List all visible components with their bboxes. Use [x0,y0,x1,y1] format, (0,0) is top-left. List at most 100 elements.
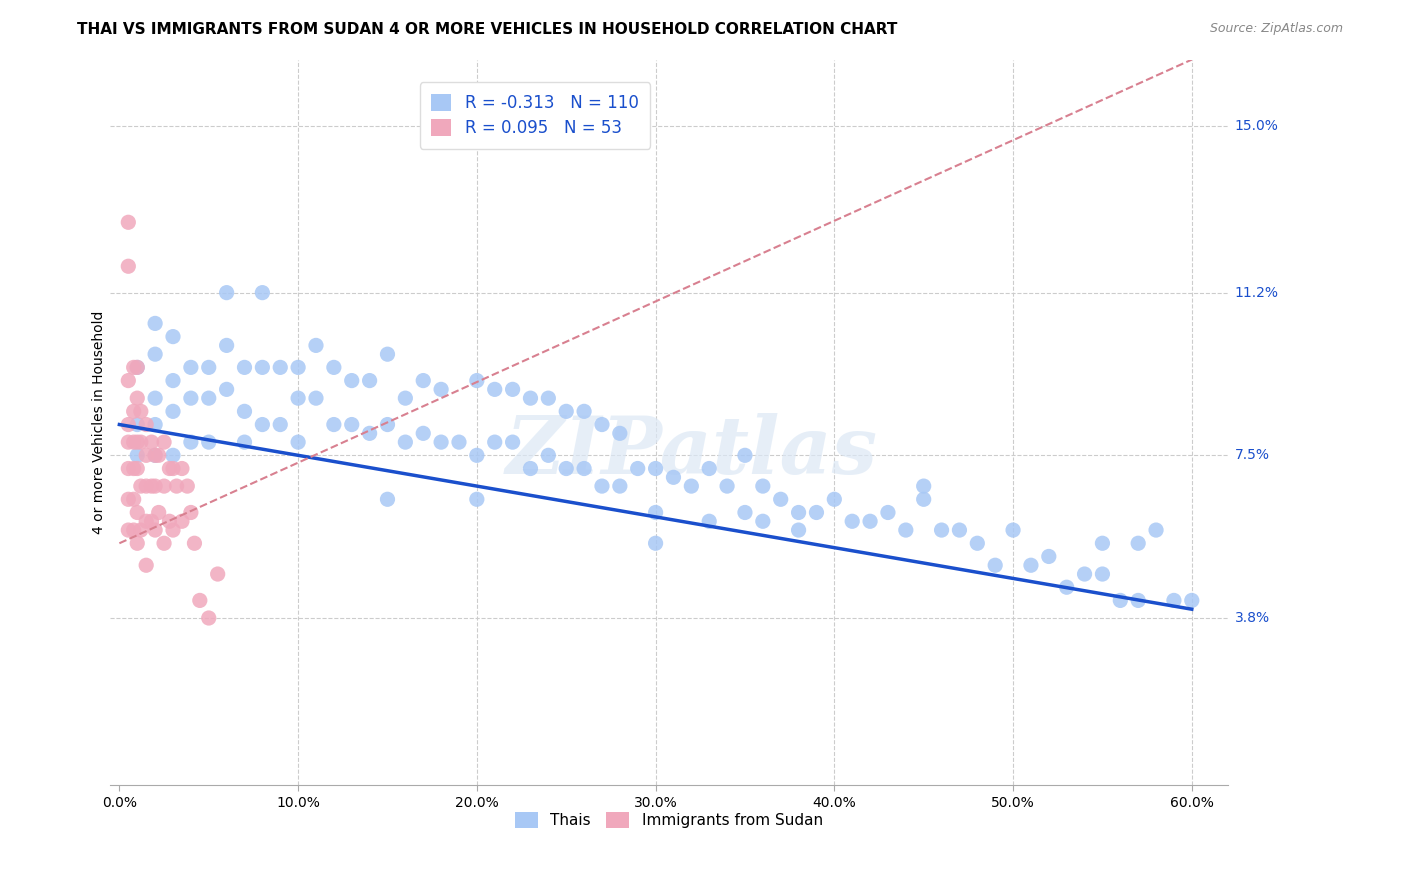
Point [141,514,163,528]
Point [143,479,166,493]
Point [143,347,166,361]
Point [122,360,145,375]
Point [1163,593,1185,607]
Point [197,435,219,450]
Point [662,470,685,484]
Point [305,338,328,352]
Point [153,536,176,550]
Point [117,417,139,432]
Point [734,506,756,520]
Point [159,461,181,475]
Point [135,514,157,528]
Point [609,479,631,493]
Point [537,391,560,405]
Point [170,461,193,475]
Point [127,391,149,405]
Point [252,417,274,432]
Point [127,536,149,550]
Point [122,523,145,537]
Point [162,523,184,537]
Point [143,448,166,462]
Point [129,523,152,537]
Point [1056,580,1078,594]
Point [1109,593,1132,607]
Point [122,404,145,418]
Point [502,383,524,397]
Point [143,448,166,462]
Point [148,448,170,462]
Point [484,383,506,397]
Point [197,360,219,375]
Point [912,492,935,507]
Point [180,391,202,405]
Point [787,523,810,537]
Point [127,435,149,450]
Point [162,448,184,462]
Point [359,374,381,388]
Point [148,506,170,520]
Point [117,215,139,229]
Point [127,360,149,375]
Point [823,492,845,507]
Point [287,435,309,450]
Point [931,523,953,537]
Point [162,461,184,475]
Point [412,374,434,388]
Point [215,285,238,300]
Point [197,611,219,625]
Point [1073,567,1095,582]
Point [129,404,152,418]
Point [252,360,274,375]
Point [377,417,399,432]
Point [143,317,166,331]
Point [555,461,578,475]
Point [555,404,578,418]
Point [180,506,202,520]
Point [287,391,309,405]
Point [465,374,488,388]
Point [912,479,935,493]
Point [752,514,775,528]
Point [252,285,274,300]
Point [143,523,166,537]
Point [233,404,256,418]
Point [176,479,198,493]
Point [1038,549,1060,564]
Point [1128,536,1150,550]
Text: 11.2%: 11.2% [1234,285,1278,300]
Point [233,435,256,450]
Point [1144,523,1167,537]
Point [769,492,792,507]
Point [159,514,181,528]
Text: ZIPatlas: ZIPatlas [505,413,877,490]
Text: 15.0%: 15.0% [1234,119,1278,133]
Point [135,417,157,432]
Point [1002,523,1025,537]
Text: THAI VS IMMIGRANTS FROM SUDAN 4 OR MORE VEHICLES IN HOUSEHOLD CORRELATION CHART: THAI VS IMMIGRANTS FROM SUDAN 4 OR MORE … [77,22,897,37]
Point [609,426,631,441]
Point [117,374,139,388]
Point [894,523,917,537]
Point [122,492,145,507]
Point [305,391,328,405]
Point [170,514,193,528]
Point [129,479,152,493]
Point [269,360,291,375]
Point [572,461,595,475]
Point [984,558,1007,573]
Point [430,435,453,450]
Point [859,514,882,528]
Point [591,479,613,493]
Point [716,479,738,493]
Point [537,448,560,462]
Point [340,417,363,432]
Point [162,329,184,343]
Point [269,417,291,432]
Point [127,461,149,475]
Point [1128,593,1150,607]
Legend: Thais, Immigrants from Sudan: Thais, Immigrants from Sudan [508,805,831,836]
Point [806,506,828,520]
Point [465,448,488,462]
Point [143,391,166,405]
Point [377,492,399,507]
